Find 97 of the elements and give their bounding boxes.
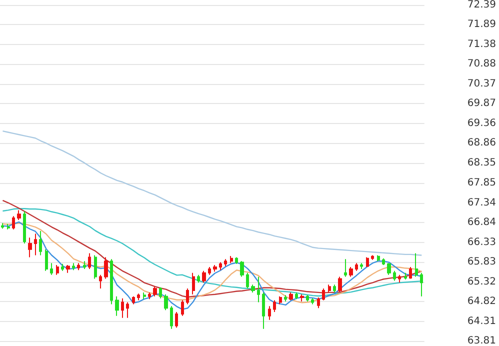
candlestick xyxy=(148,292,151,300)
candlestick xyxy=(322,288,325,301)
candlestick xyxy=(7,223,10,230)
candlestick xyxy=(94,254,97,280)
candlestick xyxy=(159,286,162,299)
candlestick xyxy=(300,294,304,302)
candlestick xyxy=(132,296,135,305)
y-tick-label: 68.35 xyxy=(467,158,496,169)
candlestick xyxy=(66,264,70,274)
candlestick xyxy=(137,293,140,301)
candlestick xyxy=(45,248,48,272)
candlestick xyxy=(355,262,358,272)
y-tick-label: 71.38 xyxy=(467,39,496,50)
y-tick-label: 69.87 xyxy=(467,98,496,110)
candlestick xyxy=(317,297,320,309)
candlestick xyxy=(99,274,102,290)
candlestick xyxy=(371,254,374,260)
candlestick xyxy=(186,288,189,305)
y-tick-label: 65.83 xyxy=(467,256,496,268)
line-series xyxy=(2,130,422,256)
candlestick xyxy=(56,264,59,276)
candlestick xyxy=(153,286,157,297)
candlestick xyxy=(235,256,238,264)
candlestick xyxy=(393,270,396,282)
candlestick xyxy=(23,210,26,244)
y-tick-label: 68.86 xyxy=(467,138,496,149)
candlestick xyxy=(377,254,380,262)
y-tick-label: 70.88 xyxy=(467,58,496,70)
candlestick xyxy=(88,252,91,270)
y-tick-label: 70.37 xyxy=(467,78,496,90)
candlestick xyxy=(230,256,233,264)
candlestick xyxy=(72,262,75,271)
candlestick xyxy=(104,256,108,280)
y-tick-label: 64.82 xyxy=(467,296,496,307)
candlestick xyxy=(28,237,32,258)
candlestick xyxy=(213,264,217,272)
candlestick xyxy=(344,258,347,278)
candlestick xyxy=(110,258,113,305)
candlestick xyxy=(306,294,309,302)
candlestick xyxy=(164,294,168,311)
candlestick xyxy=(61,263,64,272)
candlestick xyxy=(360,262,363,270)
candlestick xyxy=(224,258,227,267)
candlestick xyxy=(77,262,80,271)
candlestick xyxy=(328,284,331,293)
y-tick-label: 66.84 xyxy=(467,216,496,228)
candlestick xyxy=(126,302,129,318)
candlestick xyxy=(1,222,4,230)
candlestick xyxy=(181,300,184,316)
candlestick xyxy=(197,274,200,284)
candlestick xyxy=(115,296,119,316)
y-tick-label: 72.39 xyxy=(467,0,496,10)
candlestick xyxy=(50,262,53,276)
candlestick xyxy=(284,294,287,302)
candlestick xyxy=(382,258,385,266)
candlestick xyxy=(338,276,342,293)
candlestick xyxy=(121,298,124,318)
candlestick xyxy=(219,262,222,271)
candlestick xyxy=(366,256,369,268)
candlestick xyxy=(39,230,42,256)
candlestick xyxy=(202,270,206,284)
y-tick-label: 63.81 xyxy=(467,336,496,346)
y-tick-label: 71.89 xyxy=(467,19,496,30)
candlestick xyxy=(349,266,353,278)
candlestick xyxy=(311,298,314,305)
y-tick-label: 67.85 xyxy=(467,177,496,188)
candlestick xyxy=(409,266,412,280)
candlestick xyxy=(420,272,423,297)
y-tick-label: 67.34 xyxy=(467,197,496,208)
candlestick xyxy=(268,306,271,320)
candlestick xyxy=(34,233,37,256)
candlestick xyxy=(192,272,195,295)
candlestick xyxy=(83,260,86,270)
y-tick-label: 66.33 xyxy=(467,236,496,248)
candlestick xyxy=(415,252,418,278)
candlestick xyxy=(208,266,211,276)
candlestick xyxy=(17,210,21,220)
candlestick xyxy=(170,306,173,330)
candlestick xyxy=(240,260,244,278)
y-tick-label: 69.36 xyxy=(467,118,496,130)
candlestick xyxy=(279,296,282,305)
candlestick xyxy=(333,284,336,293)
candlestick xyxy=(295,292,298,300)
candlestick xyxy=(404,272,407,280)
candlestick xyxy=(143,292,146,300)
y-tick-label: 65.32 xyxy=(467,276,496,288)
candlestick xyxy=(273,300,276,313)
candlestick xyxy=(262,292,265,330)
y-tick-label: 64.31 xyxy=(467,316,496,327)
candlestick xyxy=(289,292,293,301)
candlestick xyxy=(387,262,391,276)
candlestick xyxy=(12,216,15,230)
candlestick xyxy=(257,276,260,303)
candlestick xyxy=(251,284,255,293)
candlestick xyxy=(398,274,401,284)
candlestick xyxy=(175,312,178,328)
candlestick xyxy=(246,272,249,290)
